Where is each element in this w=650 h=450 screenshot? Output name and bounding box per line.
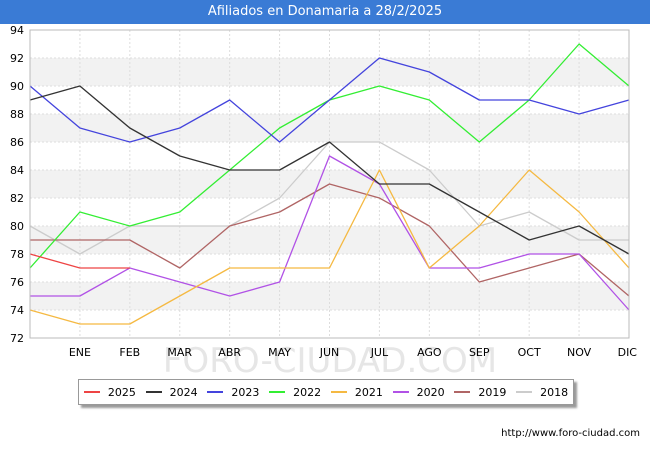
x-tick-label: MAR [167,346,192,359]
series-line-2025 [29,253,130,269]
x-tick-label: OCT [518,346,541,359]
x-tick-label: JUL [370,346,389,359]
series-line-2021 [29,169,630,325]
legend-label-2020: 2020 [416,385,445,399]
x-tick-label: DIC [618,346,638,359]
legend-swatch-2018 [516,391,533,393]
y-tick-label: 94 [10,24,24,37]
legend-item-2020: 2020 [392,385,445,399]
x-tick-label: NOV [567,346,592,359]
legend-swatch-2019 [454,391,471,393]
y-tick-label: 72 [10,332,24,345]
legend-item-2019: 2019 [454,386,506,399]
series-line-2019 [30,183,630,297]
y-tick-label: 80 [10,220,24,233]
x-tick-label: SEP [469,346,490,359]
footer-url: http://www.foro-ciudad.com [501,428,640,439]
legend-label-2019: 2019 [478,385,507,399]
y-tick-label: 86 [10,136,24,149]
legend-label-2022: 2022 [293,385,322,399]
y-tick-label: 92 [10,52,24,65]
y-tick-label: 74 [10,304,24,317]
legend-item-2023: 2023 [207,386,259,399]
y-tick-label: 82 [10,192,24,205]
legend-item-2022: 2022 [269,386,321,399]
x-tick-label: MAY [268,346,291,359]
watermark: FORO-CIUDAD.COM [163,341,497,381]
legend-item-2025: 2025 [83,385,136,399]
legend: 2025 2024 2023 2022 2021 2020 2019 2018 [78,379,574,405]
legend-label-2021: 2021 [354,385,383,399]
legend-swatch-2023 [207,391,224,393]
x-tick-label: FEB [119,346,140,359]
x-tick-label: AGO [417,346,442,359]
series-line-2023 [29,57,630,143]
chart-title: Afiliados en Donamaria a 28/2/2025 [0,0,650,24]
y-tick-label: 88 [10,108,24,121]
legend-swatch-2025 [83,391,100,393]
y-tick-label: 78 [10,248,24,261]
y-tick-label: 90 [10,80,24,93]
legend-item-2024: 2024 [145,385,198,399]
y-tick-label: 76 [10,276,24,289]
legend-swatch-2024 [145,391,162,393]
x-tick-label: ENE [69,346,91,359]
legend-item-2018: 2018 [516,386,568,399]
legend-label-2018: 2018 [540,385,569,399]
legend-label-2023: 2023 [231,385,260,399]
plot-frame [29,29,630,339]
series-line-2024 [29,85,630,255]
x-tick-label: ABR [218,346,241,359]
legend-swatch-2021 [330,391,347,393]
x-tick-label: JUN [319,346,340,359]
y-tick-label: 84 [10,164,24,177]
legend-item-2021: 2021 [330,385,383,399]
legend-label-2024: 2024 [169,385,198,399]
legend-swatch-2020 [392,391,409,393]
legend-swatch-2022 [269,391,286,393]
legend-label-2025: 2025 [107,385,136,399]
